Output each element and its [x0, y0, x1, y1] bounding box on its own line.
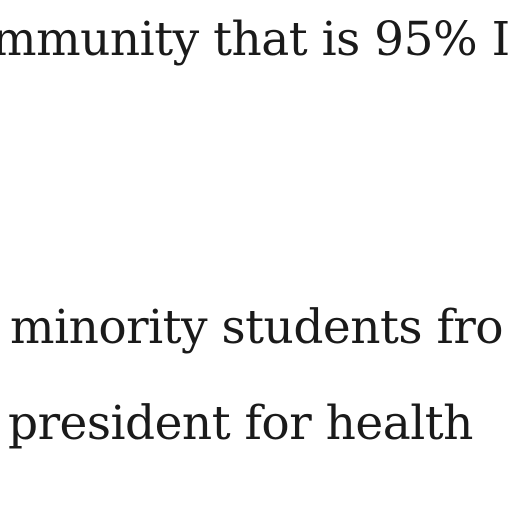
text-line-3: president for health [8, 396, 473, 451]
text-line-2: minority students fro [10, 300, 504, 355]
text-line-1: mmunity that is 95% I [0, 12, 510, 67]
